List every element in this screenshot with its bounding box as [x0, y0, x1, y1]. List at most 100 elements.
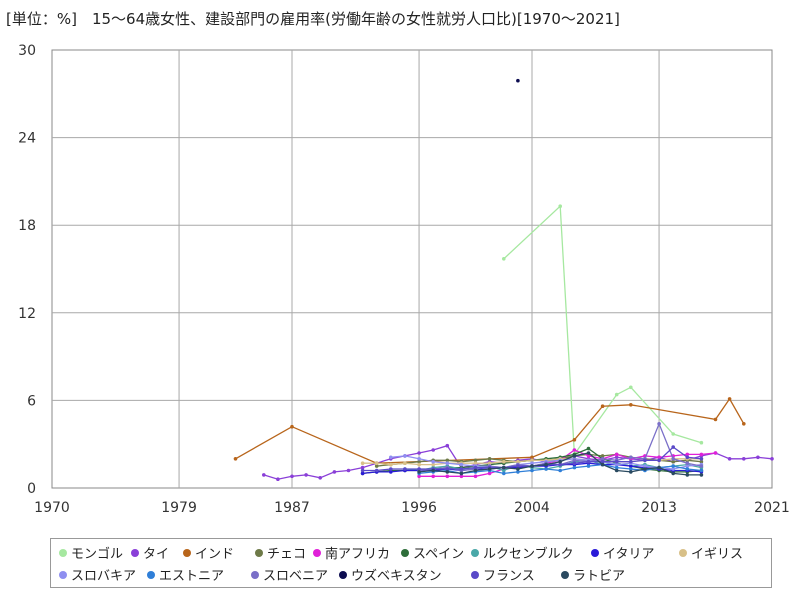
legend-label: フランス — [483, 569, 535, 584]
data-point — [699, 459, 704, 464]
data-point — [417, 474, 421, 479]
data-point — [685, 473, 690, 477]
data-point — [713, 417, 718, 422]
data-point — [389, 462, 393, 467]
data-point — [671, 457, 675, 461]
legend-marker — [313, 548, 321, 557]
chart-title: [単位：%] 15～64歳女性、建設部門の雇用率(労働年齢の女性就労人口比)[1… — [6, 10, 620, 28]
data-point — [614, 392, 619, 397]
data-point — [417, 457, 421, 461]
data-point — [487, 467, 492, 471]
data-point — [516, 470, 520, 474]
legend-item: モンゴル — [59, 543, 123, 562]
data-point — [530, 468, 534, 473]
data-point — [346, 468, 351, 473]
data-point — [742, 422, 746, 426]
data-point — [360, 471, 365, 476]
data-point — [572, 454, 577, 458]
legend-item: チェコ — [255, 543, 306, 562]
data-point — [445, 467, 450, 471]
data-point — [403, 461, 407, 466]
data-point — [713, 451, 718, 455]
data-point — [586, 464, 591, 468]
series-12 — [516, 78, 520, 83]
legend-marker — [255, 548, 263, 557]
data-point — [600, 454, 605, 458]
x-tick-label: 1979 — [161, 500, 197, 516]
data-point — [685, 467, 690, 471]
data-point — [629, 459, 633, 464]
y-tick-label: 12 — [18, 306, 36, 322]
grid-lines — [52, 50, 772, 488]
data-point — [502, 471, 506, 476]
legend-marker — [131, 548, 139, 557]
data-point — [516, 459, 520, 464]
data-point — [657, 465, 661, 470]
legend-item: 南アフリカ — [313, 543, 390, 562]
data-point — [558, 204, 562, 208]
data-point — [614, 455, 619, 460]
series-line — [235, 397, 745, 464]
data-point — [332, 470, 337, 474]
data-point — [530, 461, 534, 466]
data-point — [459, 471, 464, 476]
legend-label: モンゴル — [71, 547, 124, 562]
legend-marker — [401, 548, 409, 557]
data-point — [614, 462, 619, 467]
data-point — [502, 257, 506, 261]
legend-item: スロベニア — [251, 565, 328, 584]
data-point — [516, 464, 520, 468]
data-point — [445, 474, 450, 479]
legend-item: タイ — [131, 543, 169, 562]
data-point — [671, 459, 675, 464]
data-point — [544, 467, 548, 471]
data-point — [431, 474, 436, 479]
data-point — [417, 462, 421, 467]
data-point — [558, 459, 562, 464]
data-point — [727, 457, 732, 461]
data-point — [290, 474, 294, 479]
data-point — [770, 457, 774, 461]
data-point — [699, 464, 704, 468]
data-point — [403, 454, 407, 458]
data-point — [445, 458, 450, 463]
data-point — [558, 462, 562, 467]
data-point — [389, 467, 393, 471]
legend-marker — [471, 570, 479, 579]
series-line — [419, 449, 716, 477]
data-point — [473, 461, 478, 466]
series-14 — [417, 451, 704, 477]
data-point — [530, 464, 534, 468]
data-point — [473, 474, 478, 479]
data-point — [614, 452, 619, 457]
legend-marker — [147, 570, 155, 579]
legend-marker — [561, 570, 569, 579]
data-point — [685, 461, 690, 466]
legend-label: タイ — [143, 547, 170, 562]
legend-label: ウズベキスタン — [351, 569, 442, 584]
data-point — [445, 470, 450, 474]
data-point — [699, 457, 704, 461]
data-point — [417, 459, 421, 464]
data-point — [586, 451, 591, 455]
data-point — [586, 454, 591, 458]
legend-label: スロベニア — [263, 569, 329, 584]
data-point — [643, 458, 647, 463]
x-axis-ticks: 1970 1979 1987 1996 2004 2013 2021 — [34, 500, 790, 516]
y-tick-label: 6 — [27, 393, 36, 409]
data-point — [600, 459, 605, 464]
data-point — [699, 473, 704, 477]
legend-item: フランス — [471, 565, 535, 584]
legend-label: イギリス — [691, 547, 744, 562]
data-point — [629, 385, 633, 390]
data-point — [572, 458, 577, 463]
data-point — [600, 404, 605, 409]
x-tick-label: 2004 — [514, 500, 550, 516]
y-axis-ticks: 0 6 12 18 24 30 — [18, 43, 36, 497]
data-point — [586, 459, 591, 464]
data-point — [671, 432, 675, 436]
data-point — [756, 455, 760, 460]
data-point — [487, 471, 492, 476]
data-point — [516, 467, 520, 471]
